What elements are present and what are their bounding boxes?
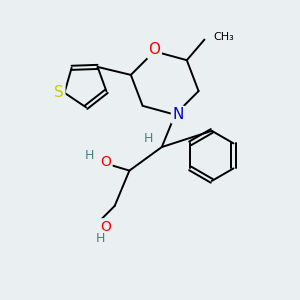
Text: O: O (148, 42, 160, 57)
Text: S: S (54, 85, 64, 100)
Text: H: H (144, 132, 153, 145)
Text: H: H (85, 149, 94, 162)
Text: O: O (100, 220, 111, 234)
Text: O: O (100, 155, 111, 169)
Text: CH₃: CH₃ (213, 32, 234, 42)
Text: N: N (172, 107, 184, 122)
Text: H: H (95, 232, 105, 245)
